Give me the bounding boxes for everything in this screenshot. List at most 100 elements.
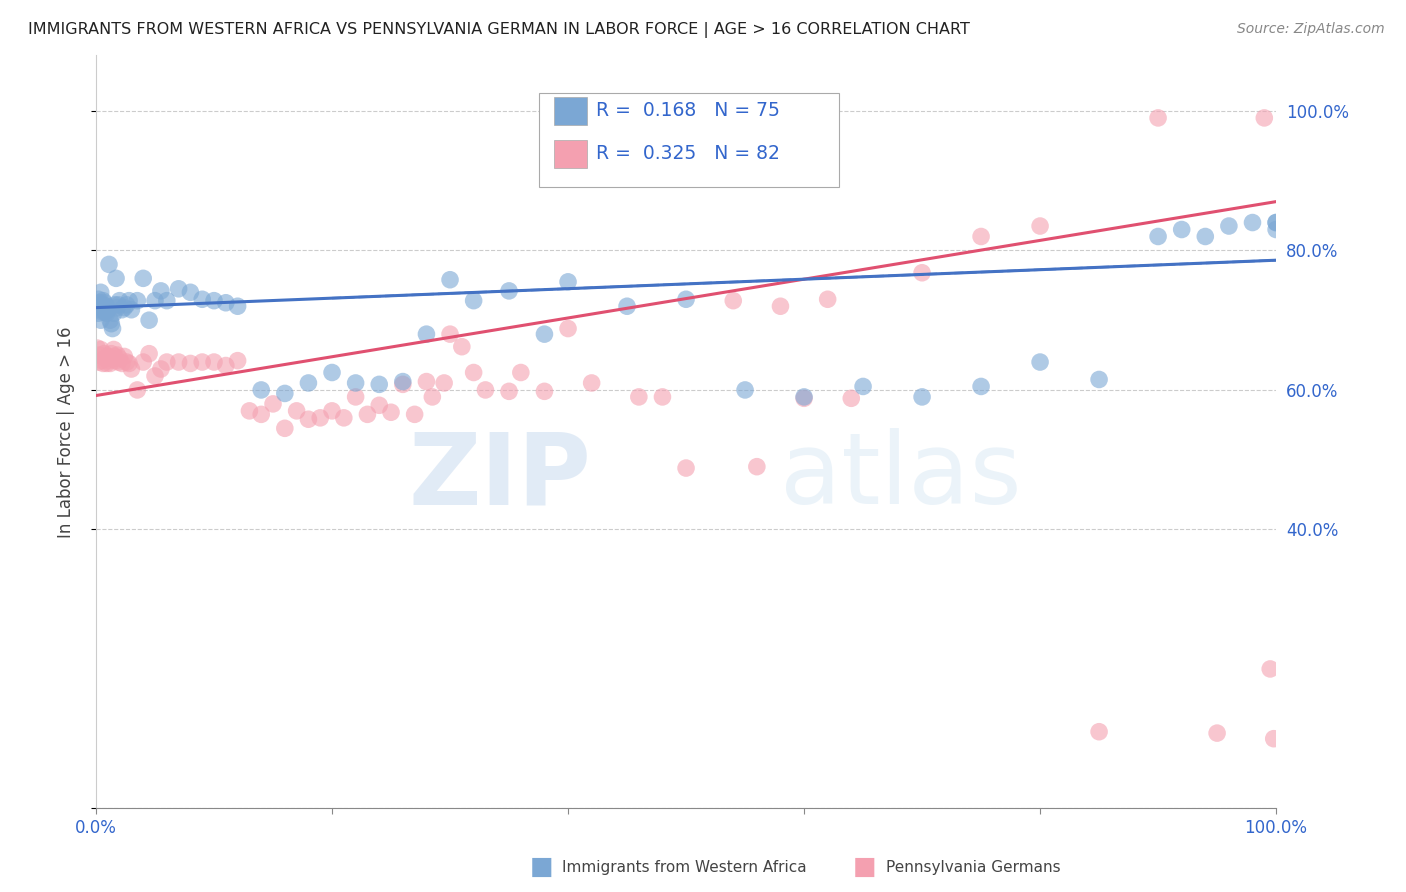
Point	[1147, 229, 1170, 244]
Point	[101, 321, 124, 335]
Point	[98, 356, 121, 370]
Point	[104, 350, 127, 364]
Point	[98, 313, 121, 327]
Point	[368, 377, 391, 392]
Point	[1088, 372, 1111, 386]
Point	[274, 386, 297, 401]
Point	[120, 362, 142, 376]
Point	[215, 295, 238, 310]
Point	[675, 461, 697, 475]
Point	[392, 377, 415, 392]
Point	[1029, 219, 1052, 233]
Point	[138, 313, 160, 327]
Point	[127, 293, 149, 308]
Point	[98, 353, 121, 368]
Text: IMMIGRANTS FROM WESTERN AFRICA VS PENNSYLVANIA GERMAN IN LABOR FORCE | AGE > 16 : IMMIGRANTS FROM WESTERN AFRICA VS PENNSY…	[28, 22, 970, 38]
Point	[98, 257, 121, 271]
Point	[103, 306, 125, 320]
Point	[1029, 355, 1052, 369]
Point	[90, 305, 112, 319]
Text: ZIP: ZIP	[409, 428, 592, 525]
Point	[93, 346, 115, 360]
Point	[651, 390, 673, 404]
Point	[1263, 731, 1285, 746]
Point	[202, 355, 225, 369]
Point	[103, 343, 125, 357]
Point	[118, 293, 141, 308]
Point	[191, 355, 214, 369]
Point	[91, 356, 114, 370]
Point	[87, 355, 110, 369]
Point	[309, 410, 332, 425]
Point	[321, 404, 343, 418]
Point	[90, 301, 112, 315]
Point	[344, 390, 367, 404]
Point	[107, 298, 129, 312]
Point	[463, 366, 485, 380]
Point	[156, 355, 179, 369]
Point	[215, 359, 238, 373]
Text: R =  0.168   N = 75: R = 0.168 N = 75	[596, 101, 780, 120]
Point	[238, 404, 260, 418]
Point	[262, 397, 284, 411]
Point	[96, 299, 118, 313]
Point	[96, 356, 118, 370]
Point	[498, 384, 520, 399]
Point	[533, 327, 555, 342]
Point	[226, 353, 249, 368]
Point	[557, 321, 579, 335]
Point	[90, 353, 112, 368]
Point	[104, 298, 127, 312]
Point	[90, 313, 112, 327]
Point	[793, 392, 815, 406]
Point	[112, 350, 135, 364]
Point	[127, 383, 149, 397]
Point	[450, 340, 472, 354]
Point	[115, 298, 138, 312]
Point	[90, 285, 112, 300]
Point	[91, 293, 114, 308]
Point	[108, 293, 131, 308]
Point	[1265, 222, 1288, 236]
Point	[817, 293, 839, 307]
Point	[94, 301, 117, 315]
Point	[368, 398, 391, 412]
Point	[250, 383, 273, 397]
Point	[105, 301, 128, 315]
Point	[793, 390, 815, 404]
Point	[138, 346, 160, 360]
Text: atlas: atlas	[780, 428, 1022, 525]
Point	[86, 299, 108, 313]
Point	[911, 390, 934, 404]
Bar	[554, 96, 586, 125]
Point	[1147, 111, 1170, 125]
Point	[415, 327, 437, 342]
Point	[433, 376, 456, 390]
Point	[149, 284, 172, 298]
Point	[533, 384, 555, 399]
Point	[202, 293, 225, 308]
Point	[852, 379, 875, 393]
Y-axis label: In Labor Force | Age > 16: In Labor Force | Age > 16	[58, 326, 75, 538]
Text: Pennsylvania Germans: Pennsylvania Germans	[886, 860, 1060, 874]
Point	[107, 355, 129, 369]
Point	[89, 348, 111, 362]
Point	[380, 405, 402, 419]
Point	[143, 293, 166, 308]
Point	[297, 376, 319, 390]
Point	[723, 293, 745, 308]
Point	[115, 355, 138, 369]
Point	[156, 293, 179, 308]
Point	[557, 275, 579, 289]
Point	[112, 301, 135, 315]
Point	[111, 356, 134, 370]
Point	[97, 302, 120, 317]
Point	[97, 350, 120, 364]
Point	[439, 273, 461, 287]
Point	[100, 317, 122, 331]
Point	[191, 293, 214, 307]
Text: R =  0.325   N = 82: R = 0.325 N = 82	[596, 144, 780, 162]
Point	[1265, 215, 1288, 229]
Point	[769, 299, 792, 313]
Point	[93, 295, 115, 310]
